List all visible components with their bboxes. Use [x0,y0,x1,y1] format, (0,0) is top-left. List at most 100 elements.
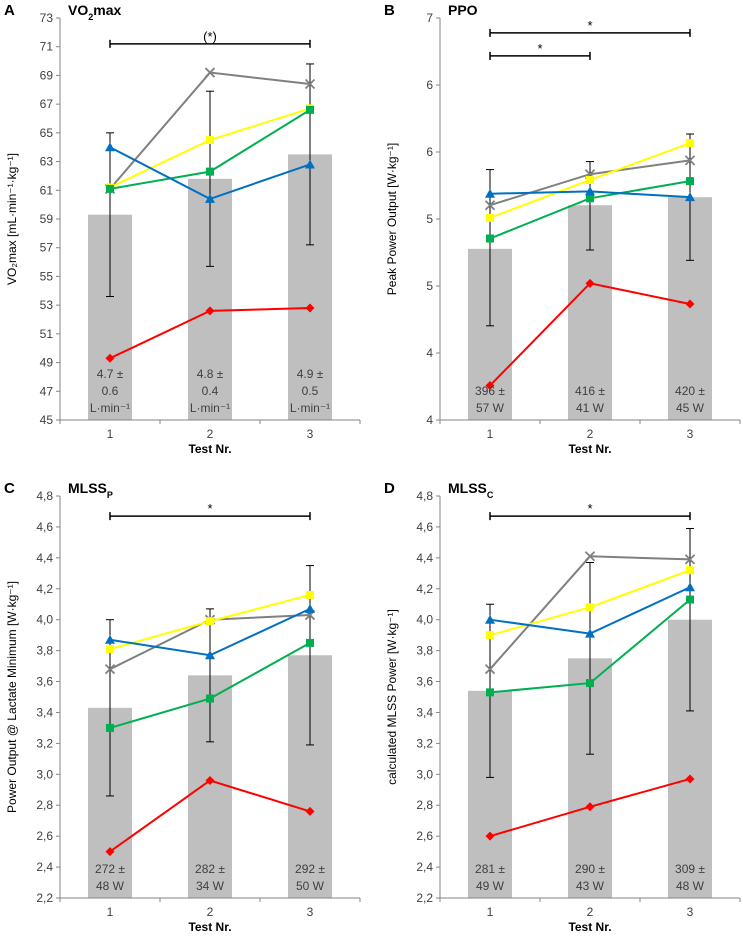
y-tick-label: 49 [40,356,54,370]
series-point-grey-b [104,664,116,675]
series-point-grey-b [684,155,696,166]
series-point-blue [685,582,695,592]
bar-annotation: 50 W [296,879,325,893]
y-tick-label: 4,8 [416,489,433,503]
y-tick-label: 4 [426,346,433,360]
series-point-red [585,278,595,288]
y-tick-label: 3,2 [36,736,53,750]
significance-label: * [587,501,592,516]
series-point-red [105,353,115,363]
y-tick-label: 53 [40,298,54,312]
y-tick-label: 6 [426,145,433,159]
x-axis-label: Test Nr. [568,920,611,934]
y-tick-label: 69 [40,68,54,82]
bar-annotation: 420 ± [675,384,705,398]
series-point-red [105,847,115,857]
panel-title: MLSSC [448,480,494,500]
y-tick-label: 6 [426,78,433,92]
series-point-grey-b [484,200,496,211]
series-point-blue [205,193,215,203]
panel-title: PPO [448,2,478,18]
bar-annotation: 396 ± [475,384,505,398]
series-point-red [485,831,495,841]
y-tick-label: 3,8 [416,644,433,658]
bar-annotation: 4.9 ± [297,367,324,381]
y-tick-label: 51 [40,327,54,341]
series-point-grey-b [584,551,596,562]
series-point-grey-b [684,554,696,565]
bar-annotation: L·min⁻¹ [90,401,130,415]
x-tick-label: 2 [587,427,594,441]
series-point-yellow [486,213,494,222]
bar-annotation: 292 ± [295,862,325,876]
y-tick-label: 3,0 [416,767,433,781]
series-point-green [686,177,694,186]
panel-title-subscript: C [487,490,494,500]
y-tick-label: 71 [40,40,54,54]
series-point-blue [305,603,315,613]
significance-label: * [207,501,212,516]
y-tick-label: 67 [40,97,54,111]
bar-annotation: 272 ± [95,862,125,876]
y-tick-label: 57 [40,241,54,255]
y-tick-label: 2,6 [416,829,433,843]
series-point-red [685,299,695,309]
series-point-grey-b [484,664,496,675]
series-point-red [585,802,595,812]
bar-annotation: 282 ± [195,862,225,876]
series-point-green [106,723,114,732]
x-tick-label: 3 [687,427,694,441]
series-point-green [586,194,594,203]
bar-annotation: 34 W [196,879,225,893]
x-tick-label: 1 [487,905,494,919]
x-axis-label: Test Nr. [568,442,611,456]
y-tick-label: 63 [40,155,54,169]
x-tick-label: 3 [307,905,314,919]
y-tick-label: 4,2 [416,582,433,596]
bar-annotation: 48 W [96,879,125,893]
series-point-yellow [486,631,494,640]
y-tick-label: 7 [426,11,433,25]
bar-annotation: 0.6 [102,384,119,398]
bar-annotation: 4.7 ± [97,367,124,381]
bar-annotation: 48 W [676,879,705,893]
bar-annotation: 45 W [676,401,705,415]
y-tick-label: 3,6 [416,675,433,689]
bar-annotation: 290 ± [575,862,605,876]
series-point-green [306,105,314,114]
series-point-yellow [586,603,594,612]
x-tick-label: 1 [107,427,114,441]
series-point-green [206,167,214,176]
bar-annotation: 57 W [476,401,505,415]
series-point-red [485,381,495,391]
bar-annotation: L·min⁻¹ [290,401,330,415]
bar-annotation: 43 W [576,879,605,893]
y-tick-label: 4,0 [36,613,53,627]
y-tick-label: 3,4 [416,705,433,719]
y-tick-label: 5 [426,279,433,293]
significance-label: * [537,41,542,56]
series-point-red [205,306,215,316]
y-tick-label: 4,4 [416,551,433,565]
series-point-green [486,688,494,697]
y-tick-label: 2,2 [36,891,53,905]
x-tick-label: 2 [207,905,214,919]
series-point-green [586,679,594,688]
bar-annotation: 281 ± [475,862,505,876]
chart-panel-d: D MLSSC 2,2 2,4 2,6 2,8 3,0 3,2 3,4 3,6 3,8 4,0 4,2 4… [384,480,741,934]
y-tick-label: 2,8 [36,798,53,812]
series-point-green [206,694,214,703]
y-axis-label: Power Output @ Lactate Minimum [W·kg⁻¹] [5,581,19,813]
series-point-red [205,775,215,785]
significance-label: (*) [203,29,217,44]
y-axis-label: calculated MLSS Power [W·kg⁻¹] [385,609,399,785]
series-point-blue [105,634,115,644]
y-tick-label: 3,6 [36,675,53,689]
series-point-yellow [686,139,694,148]
bar-annotation: 4.8 ± [197,367,224,381]
x-tick-label: 2 [207,427,214,441]
panel-letter: B [384,2,395,19]
series-point-green [306,638,314,647]
y-tick-label: 47 [40,384,54,398]
panel-title-rest: max [93,2,121,18]
